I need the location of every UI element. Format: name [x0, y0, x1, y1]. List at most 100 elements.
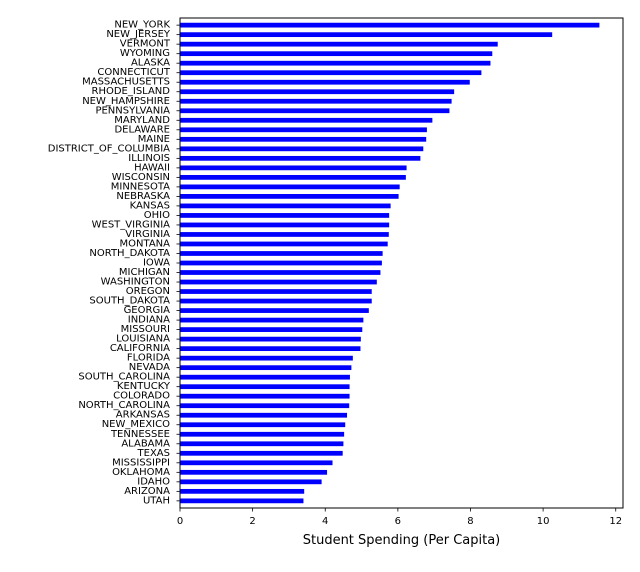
- y-tick-label: GEORGIA: [124, 305, 171, 316]
- bar-mississippi: [180, 460, 333, 466]
- y-tick-label: NORTH_DAKOTA: [89, 248, 170, 259]
- y-tick-label: HAWAII: [134, 162, 170, 173]
- y-tick-label: VIRGINIA: [125, 229, 170, 240]
- x-tick-label: 4: [322, 516, 328, 527]
- y-tick-label: COLORADO: [113, 391, 170, 402]
- y-tick-label: OKLAHOMA: [112, 467, 170, 478]
- y-tick-label: KENTUCKY: [117, 381, 171, 392]
- y-tick-label: ARKANSAS: [116, 410, 170, 421]
- bar-north-carolina: [180, 403, 350, 409]
- y-tick-label: WYOMING: [120, 48, 170, 59]
- x-tick-label: 8: [467, 516, 473, 527]
- y-tick-label: OHIO: [144, 210, 170, 221]
- bar-north-dakota: [180, 251, 383, 256]
- x-tick-label: 10: [537, 516, 550, 527]
- y-tick-label: RHODE_ISLAND: [92, 86, 171, 97]
- bar-utah: [180, 498, 304, 504]
- y-tick-label: ILLINOIS: [128, 153, 170, 164]
- y-tick-label: OREGON: [126, 286, 170, 297]
- bar-tennessee: [180, 431, 345, 437]
- bar-iowa: [180, 260, 382, 266]
- y-tick-label: NEW_YORK: [114, 20, 170, 31]
- y-tick-label: MASSACHUSETTS: [82, 77, 170, 88]
- y-tick-label: MISSOURI: [121, 324, 170, 335]
- bar-california: [180, 346, 361, 352]
- y-tick-label: ALABAMA: [121, 438, 170, 449]
- plot-frame: [179, 17, 624, 509]
- bar-oregon: [180, 289, 372, 294]
- y-tick-label: NORTH_CAROLINA: [78, 400, 170, 411]
- y-tick-labels: NEW_YORKNEW_JERSEYVERMONTWYOMINGALASKACO…: [48, 20, 180, 506]
- y-tick-label: WEST_VIRGINIA: [92, 219, 171, 230]
- bar-new-hampshire: [180, 98, 452, 104]
- x-tick-label: 12: [609, 516, 622, 527]
- bar-new-mexico: [180, 422, 346, 428]
- y-tick-label: MINNESOTA: [111, 181, 170, 192]
- y-tick-label: KANSAS: [130, 200, 170, 211]
- bar-connecticut: [180, 70, 482, 76]
- y-tick-label: MARYLAND: [114, 115, 170, 126]
- y-tick-label: NEW_JERSEY: [106, 29, 171, 40]
- bar-washington: [180, 279, 377, 285]
- y-tick-label: PENNSYLVANIA: [95, 105, 170, 116]
- bar-colorado: [180, 393, 350, 399]
- bar-indiana: [180, 317, 364, 323]
- y-tick-label: SOUTH_CAROLINA: [78, 372, 170, 383]
- bar-south-carolina: [180, 374, 350, 380]
- y-tick-label: INDIANA: [128, 315, 170, 326]
- y-tick-label: LOUISIANA: [116, 334, 170, 345]
- bar-alabama: [180, 441, 344, 447]
- y-tick-label: CALIFORNIA: [110, 343, 170, 354]
- y-tick-label: TENNESSEE: [110, 429, 170, 440]
- y-tick-label: CONNECTICUT: [97, 67, 170, 78]
- x-ticks: 0 2 4 6 8 10 12: [177, 508, 622, 527]
- bar-massachusetts: [180, 79, 470, 85]
- y-tick-label: WASHINGTON: [101, 277, 170, 288]
- y-tick-label: IOWA: [143, 258, 170, 269]
- bar-delaware: [180, 127, 427, 133]
- bar-virginia: [180, 232, 389, 237]
- y-tick-label: ARIZONA: [124, 486, 170, 497]
- y-tick-label: TEXAS: [137, 448, 170, 459]
- bars-group: [180, 22, 600, 504]
- y-tick-label: FLORIDA: [127, 353, 170, 364]
- bar-vermont: [180, 41, 498, 47]
- bar-new-york: [180, 22, 600, 28]
- bar-georgia: [180, 308, 369, 313]
- bar-florida: [180, 355, 353, 361]
- y-tick-label: WISCONSIN: [112, 172, 170, 183]
- bar-kentucky: [180, 384, 350, 390]
- x-axis-title: Student Spending (Per Capita): [303, 533, 501, 548]
- y-tick-label: NEW_MEXICO: [102, 419, 170, 430]
- x-tick-label: 2: [249, 516, 255, 527]
- y-tick-label: NEW_HAMPSHIRE: [82, 96, 170, 107]
- y-tick-label: ALASKA: [131, 58, 170, 69]
- bar-maryland: [180, 117, 433, 123]
- bar-south-dakota: [180, 298, 372, 304]
- y-tick-label: MAINE: [138, 134, 170, 145]
- bar-michigan: [180, 270, 381, 275]
- y-tick-label: MISSISSIPPI: [112, 457, 170, 468]
- bar-new-jersey: [180, 32, 553, 38]
- y-tick-label: DELAWARE: [114, 124, 170, 135]
- bar-illinois: [180, 155, 421, 161]
- bar-wyoming: [180, 51, 493, 57]
- bar-nevada: [180, 365, 352, 371]
- x-tick-label: 6: [395, 516, 401, 527]
- bar-district-of-columbia: [180, 146, 424, 152]
- y-tick-label: UTAH: [143, 495, 170, 506]
- y-tick-label: NEBRASKA: [116, 191, 170, 202]
- bar-texas: [180, 450, 343, 456]
- bar-hawaii: [180, 165, 407, 171]
- bar-montana: [180, 241, 388, 247]
- y-tick-label: VERMONT: [120, 39, 171, 50]
- bar-alaska: [180, 60, 491, 66]
- y-tick-label: SOUTH_DAKOTA: [89, 296, 170, 307]
- bar-kansas: [180, 203, 391, 209]
- bar-louisiana: [180, 336, 361, 342]
- bar-oklahoma: [180, 469, 328, 475]
- bar-west-virginia: [180, 222, 390, 228]
- bar-missouri: [180, 327, 363, 332]
- bar-wisconsin: [180, 174, 406, 180]
